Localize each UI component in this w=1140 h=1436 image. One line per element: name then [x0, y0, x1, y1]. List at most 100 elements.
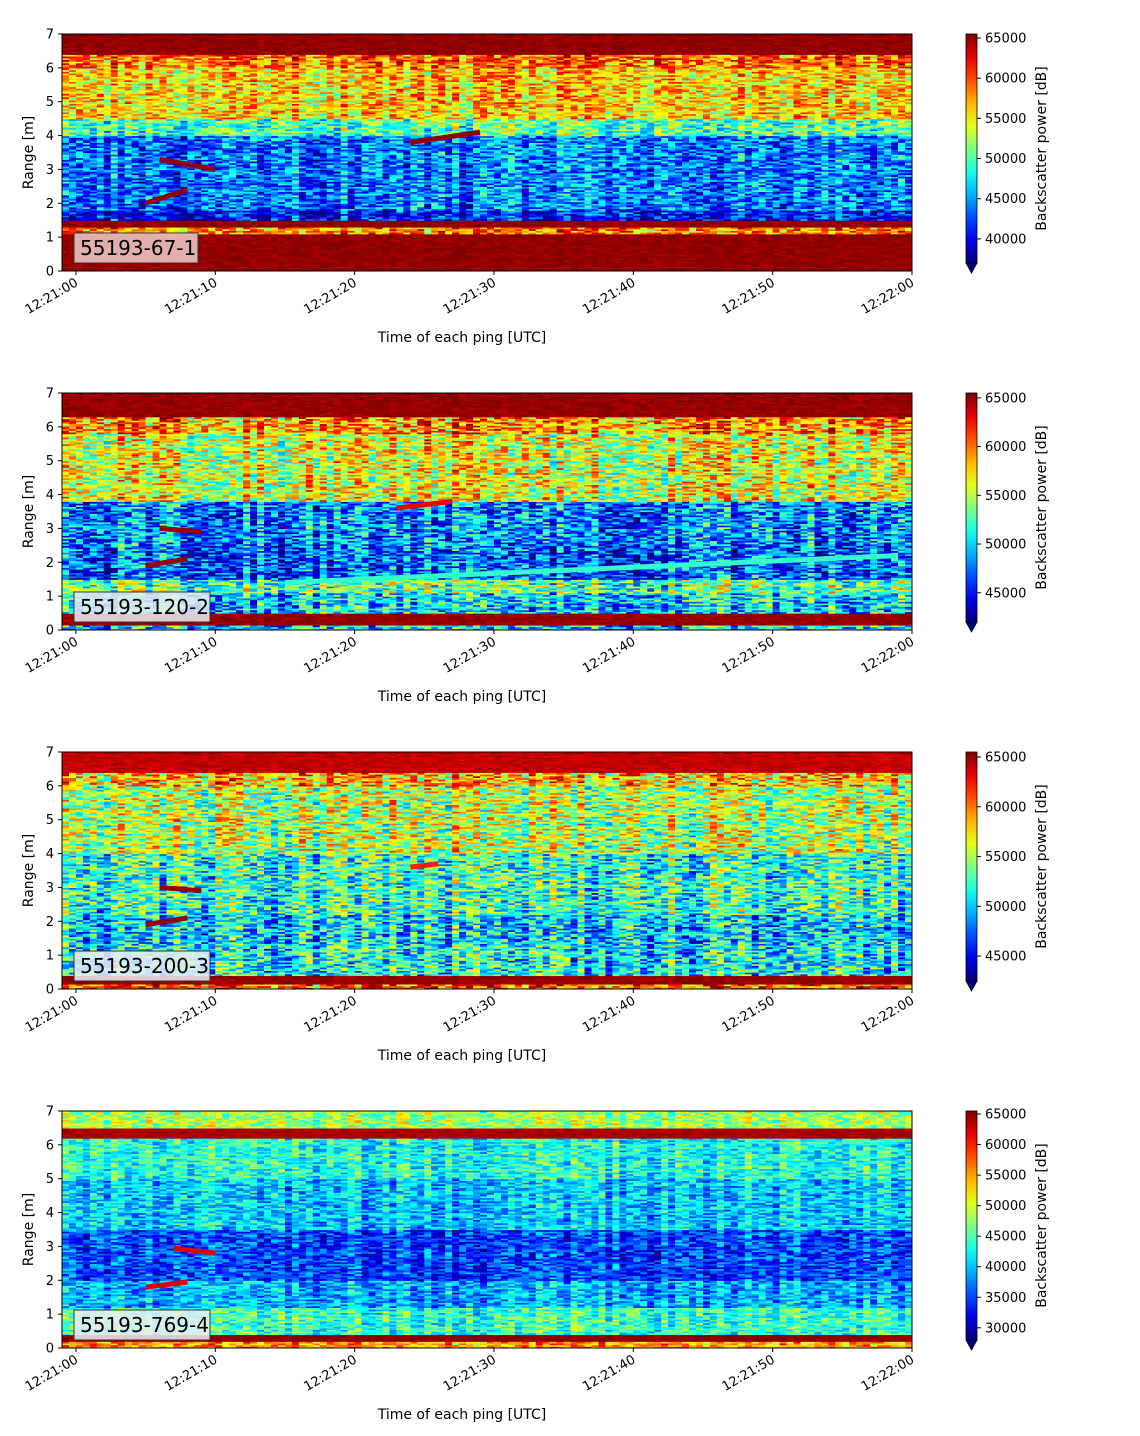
y-tick-label: 0: [46, 983, 54, 998]
colorbar-tick-label: 65000: [985, 32, 1026, 47]
y-tick-label: 6: [46, 1138, 54, 1153]
colorbar-extend-arrow: [966, 981, 977, 991]
colorbar-tick-label: 30000: [985, 1321, 1026, 1336]
colorbar-tick-label: 45000: [985, 586, 1026, 601]
panel-badge-text: 55193-120-2: [80, 595, 209, 619]
x-tick-label: 12:21:00: [23, 1352, 81, 1394]
x-tick-label: 12:22:00: [859, 275, 917, 317]
y-tick-label: 1: [46, 231, 54, 246]
x-tick-label: 12:21:50: [720, 275, 778, 317]
y-tick-label: 3: [46, 881, 54, 896]
panel-badge-text: 55193-67-1: [80, 236, 196, 260]
y-axis-label: Range [m]: [21, 116, 37, 189]
y-tick-label: 6: [46, 61, 54, 76]
x-tick-label: 12:21:00: [23, 993, 81, 1035]
panel-badge-text: 55193-769-4: [80, 1313, 209, 1337]
y-tick-label: 1: [46, 590, 54, 605]
x-tick-label: 12:21:20: [302, 1352, 360, 1394]
x-axis-label: Time of each ping [UTC]: [377, 330, 547, 346]
y-tick-label: 0: [46, 1342, 54, 1357]
x-tick-label: 12:21:40: [580, 993, 638, 1035]
x-axis-label: Time of each ping [UTC]: [377, 689, 547, 705]
chart-panel-4: 0 1 2 3 4 5 6 7 12:21:00 12:21:10 12:21:20 12:21:30…: [21, 1105, 1050, 1424]
x-axis-label: Time of each ping [UTC]: [377, 1407, 547, 1423]
colorbar-tick-label: 45000: [985, 1230, 1026, 1245]
y-tick-label: 5: [46, 454, 54, 469]
x-tick-label: 12:21:10: [162, 275, 220, 317]
x-tick-label: 12:22:00: [859, 993, 917, 1035]
colorbar-tick-label: 55000: [985, 112, 1026, 127]
y-tick-label: 6: [46, 779, 54, 794]
x-tick-label: 12:21:40: [580, 275, 638, 317]
y-tick-label: 7: [46, 1105, 54, 1120]
colorbar-tick-label: 50000: [985, 538, 1026, 553]
y-tick-label: 2: [46, 197, 54, 212]
colorbar-gradient: [966, 752, 977, 981]
x-tick-label: 12:21:10: [162, 1352, 220, 1394]
y-tick-label: 4: [46, 1206, 54, 1221]
x-tick-label: 12:21:50: [720, 1352, 778, 1394]
x-tick-label: 12:21:20: [302, 993, 360, 1035]
x-tick-label: 12:22:00: [859, 634, 917, 676]
x-axis-label: Time of each ping [UTC]: [377, 1048, 547, 1064]
colorbar-label: Backscatter power [dB]: [1034, 66, 1050, 231]
y-axis-label: Range [m]: [21, 834, 37, 907]
x-tick-label: 12:21:20: [302, 275, 360, 317]
y-tick-label: 0: [46, 624, 54, 639]
x-tick-label: 12:21:30: [441, 1352, 499, 1394]
y-tick-label: 2: [46, 1274, 54, 1289]
colorbar-extend-arrow: [966, 622, 977, 632]
y-tick-label: 1: [46, 1308, 54, 1323]
y-tick-label: 4: [46, 488, 54, 503]
x-tick-label: 12:21:40: [580, 1352, 638, 1394]
panel-badge-text: 55193-200-3: [80, 954, 209, 978]
y-tick-label: 3: [46, 163, 54, 178]
x-tick-label: 12:21:10: [162, 993, 220, 1035]
x-tick-label: 12:21:50: [720, 993, 778, 1035]
colorbar-tick-label: 55000: [985, 1169, 1026, 1184]
colorbar-tick-label: 60000: [985, 800, 1026, 815]
colorbar-gradient: [966, 1111, 977, 1340]
colorbar-label: Backscatter power [dB]: [1034, 1143, 1050, 1308]
colorbar-tick-label: 65000: [985, 750, 1026, 765]
colorbar-tick-label: 50000: [985, 152, 1026, 167]
echo-track: [160, 528, 202, 531]
colorbar-tick-label: 40000: [985, 232, 1026, 247]
colorbar-tick-label: 50000: [985, 900, 1026, 915]
colorbar-tick-label: 45000: [985, 950, 1026, 965]
y-tick-label: 3: [46, 1240, 54, 1255]
y-axis-label: Range [m]: [21, 475, 37, 548]
y-tick-label: 2: [46, 556, 54, 571]
echo-track: [160, 887, 202, 890]
x-tick-label: 12:21:00: [23, 634, 81, 676]
y-axis-label: Range [m]: [21, 1193, 37, 1266]
x-tick-label: 12:21:10: [162, 634, 220, 676]
y-tick-label: 2: [46, 915, 54, 930]
colorbar: 40000 45000 50000 55000 60000 65000 Backscatte…: [966, 32, 1050, 273]
echo-track: [410, 864, 438, 867]
colorbar-tick-label: 55000: [985, 850, 1026, 865]
x-tick-label: 12:21:20: [302, 634, 360, 676]
y-tick-label: 0: [46, 265, 54, 280]
colorbar-tick-label: 60000: [985, 1138, 1026, 1153]
colorbar-extend-arrow: [966, 263, 977, 273]
colorbar-tick-label: 45000: [985, 192, 1026, 207]
x-tick-label: 12:22:00: [859, 1352, 917, 1394]
y-tick-label: 3: [46, 522, 54, 537]
colorbar-label: Backscatter power [dB]: [1034, 425, 1050, 590]
y-tick-label: 6: [46, 420, 54, 435]
colorbar: 3000035000400004500050000550006000065000…: [966, 1108, 1050, 1350]
x-tick-label: 12:21:00: [23, 275, 81, 317]
y-tick-label: 7: [46, 28, 54, 43]
x-tick-label: 12:21:30: [441, 634, 499, 676]
y-tick-label: 5: [46, 1172, 54, 1187]
x-tick-label: 12:21:30: [441, 993, 499, 1035]
colorbar-tick-label: 60000: [985, 72, 1026, 87]
colorbar-tick-label: 65000: [985, 1108, 1026, 1123]
x-tick-label: 12:21:30: [441, 275, 499, 317]
